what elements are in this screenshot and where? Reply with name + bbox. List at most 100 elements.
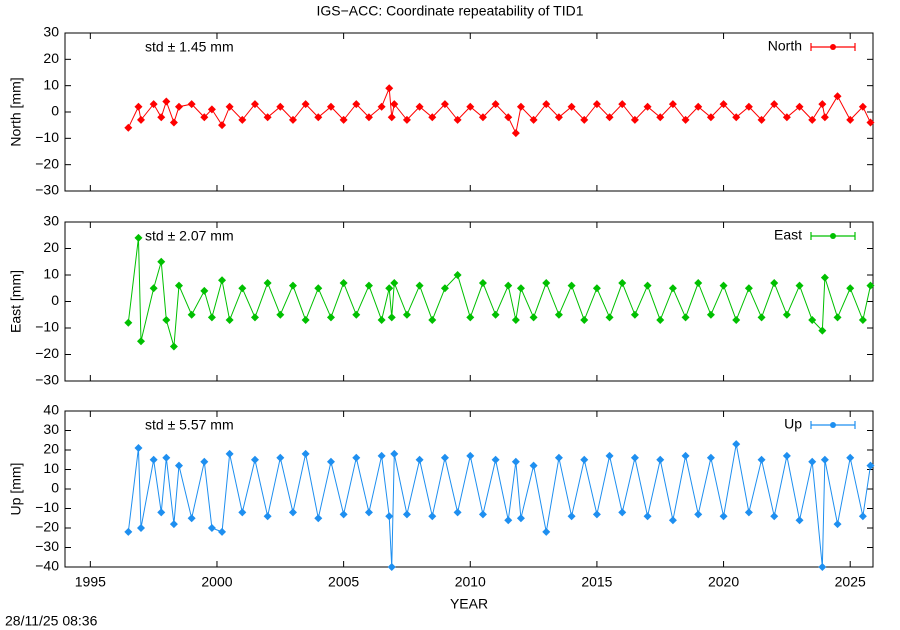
data-point: [326, 313, 335, 322]
data-point: [630, 115, 639, 124]
data-point: [225, 102, 234, 111]
data-point: [385, 84, 394, 93]
data-point: [377, 451, 386, 460]
data-point: [250, 455, 259, 464]
data-point: [238, 115, 247, 124]
y-tick-label: 10: [43, 460, 59, 476]
data-point: [149, 284, 158, 293]
data-point: [681, 451, 690, 460]
x-tick-label: 1995: [75, 574, 106, 590]
data-point: [818, 326, 827, 335]
data-point: [529, 115, 538, 124]
data-point: [511, 457, 520, 466]
data-point: [207, 105, 216, 114]
data-point: [630, 453, 639, 462]
data-point: [276, 102, 285, 111]
data-point: [169, 342, 178, 351]
data-point: [820, 273, 829, 282]
data-point: [301, 316, 310, 325]
data-point: [428, 512, 437, 521]
data-point: [162, 97, 171, 106]
data-point: [542, 527, 551, 536]
data-point: [385, 284, 394, 293]
data-point: [174, 102, 183, 111]
data-point: [732, 316, 741, 325]
data-point: [567, 281, 576, 290]
legend-symbol: [830, 233, 836, 239]
data-point: [124, 123, 133, 132]
data-point: [706, 453, 715, 462]
data-point: [250, 100, 259, 109]
timestamp: 28/11/25 08:36: [5, 613, 98, 629]
series-line: [127, 444, 871, 568]
data-point: [169, 118, 178, 127]
data-point: [511, 129, 520, 138]
data-point: [157, 257, 166, 266]
data-point: [719, 100, 728, 109]
data-point: [491, 100, 500, 109]
data-point: [580, 316, 589, 325]
series-line: [127, 237, 871, 347]
data-point: [402, 510, 411, 519]
data-point: [554, 113, 563, 122]
data-point: [706, 113, 715, 122]
data-point: [643, 281, 652, 290]
data-point: [364, 508, 373, 517]
y-tick-label: 20: [43, 441, 59, 457]
data-point: [732, 440, 741, 449]
data-point: [504, 113, 513, 122]
data-point: [719, 512, 728, 521]
x-tick-label: 2000: [201, 574, 232, 590]
data-point: [390, 100, 399, 109]
data-point: [390, 449, 399, 458]
x-tick-label: 2020: [708, 574, 739, 590]
data-point: [187, 310, 196, 319]
data-point: [339, 278, 348, 287]
data-point: [656, 455, 665, 464]
data-point: [491, 310, 500, 319]
data-point: [782, 310, 791, 319]
y-tick-label: 30: [43, 213, 59, 229]
data-point: [580, 115, 589, 124]
data-point: [263, 278, 272, 287]
y-tick-label: 10: [43, 266, 59, 282]
data-point: [288, 508, 297, 517]
data-point: [276, 310, 285, 319]
data-point: [757, 115, 766, 124]
data-point: [694, 510, 703, 519]
data-point: [529, 461, 538, 470]
data-point: [782, 451, 791, 460]
data-point: [352, 453, 361, 462]
data-point: [301, 449, 310, 458]
y-tick-label: 0: [51, 292, 59, 308]
data-point: [744, 102, 753, 111]
data-point: [846, 453, 855, 462]
y-tick-label: 30: [43, 421, 59, 437]
x-axis-label: YEAR: [450, 596, 488, 612]
data-point: [326, 457, 335, 466]
data-point: [428, 113, 437, 122]
data-point: [134, 102, 143, 111]
data-point: [387, 313, 396, 322]
y-tick-label: −20: [35, 519, 59, 535]
data-point: [174, 461, 183, 470]
data-point: [681, 115, 690, 124]
data-point: [352, 310, 361, 319]
data-point: [162, 453, 171, 462]
data-point: [605, 113, 614, 122]
data-point: [200, 113, 209, 122]
data-point: [858, 316, 867, 325]
data-point: [238, 284, 247, 293]
y-tick-label: −20: [35, 345, 59, 361]
y-tick-label: −10: [35, 129, 59, 145]
y-tick-label: 40: [43, 402, 59, 418]
data-point: [542, 100, 551, 109]
data-point: [288, 115, 297, 124]
data-point: [833, 92, 842, 101]
data-point: [618, 278, 627, 287]
x-tick-label: 2010: [455, 574, 486, 590]
data-point: [200, 286, 209, 295]
data-point: [516, 102, 525, 111]
data-point: [567, 102, 576, 111]
